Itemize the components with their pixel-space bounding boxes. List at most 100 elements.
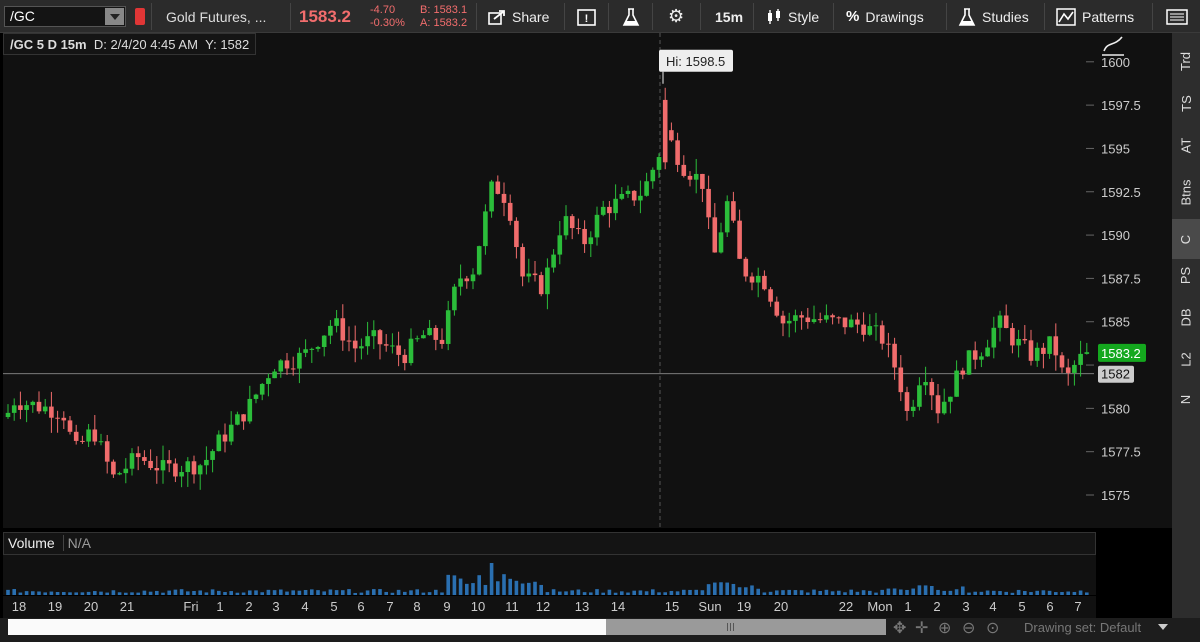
volume-bar: [520, 583, 525, 595]
side-tab-ts[interactable]: TS: [1172, 83, 1200, 123]
volume-bar: [675, 591, 680, 595]
candle-body: [514, 220, 519, 248]
volume-pane[interactable]: [3, 555, 1096, 595]
candle-body: [1041, 347, 1046, 354]
volume-bar: [911, 588, 915, 595]
flask-icon: [622, 7, 640, 26]
volume-bar: [694, 589, 698, 595]
side-tab-at[interactable]: AT: [1172, 125, 1200, 165]
candle-body: [966, 350, 972, 375]
change-value: -4.70: [370, 4, 396, 16]
settings-button[interactable]: ⚙: [668, 0, 684, 33]
crosshair-icon[interactable]: ✥: [893, 620, 907, 637]
chevron-down-icon[interactable]: [105, 8, 124, 25]
volume-bar: [328, 589, 333, 595]
candle-body: [445, 310, 451, 344]
candle-body: [917, 385, 922, 407]
volume-bar: [483, 584, 488, 595]
style-button[interactable]: Style: [766, 0, 819, 33]
candle-body: [786, 320, 792, 324]
volume-bar: [74, 592, 78, 595]
volume-bar: [291, 590, 295, 595]
y-tick-label: 1577.5: [1101, 445, 1141, 460]
volume-bar: [917, 585, 922, 595]
volume-bar: [1041, 590, 1046, 595]
candle-body: [247, 398, 253, 422]
candlestick-chart[interactable]: Hi: 1598.5: [3, 33, 1096, 528]
volume-bar: [793, 590, 798, 595]
volume-bar: [527, 582, 531, 595]
zoom-out-icon[interactable]: ⊖: [962, 620, 976, 637]
zoom-in-icon[interactable]: ⊕: [938, 620, 952, 637]
studies-button[interactable]: Studies: [958, 0, 1029, 33]
volume-bar: [762, 592, 767, 595]
scrollbar-thumb[interactable]: [606, 619, 886, 635]
volume-bar: [322, 591, 326, 595]
volume-bar: [613, 592, 618, 595]
flask-icon: [958, 7, 976, 26]
patterns-button[interactable]: Patterns: [1056, 0, 1134, 33]
side-tab-n[interactable]: N: [1172, 379, 1200, 419]
date-tick-label: 3: [272, 599, 279, 614]
side-tab-l2[interactable]: L2: [1172, 339, 1200, 379]
volume-bar: [818, 590, 822, 595]
volume-bar: [266, 589, 271, 595]
volume-bar: [93, 591, 97, 595]
side-tab-trd[interactable]: Trd: [1172, 41, 1200, 81]
volume-bar: [663, 592, 667, 595]
side-tab-ps[interactable]: PS: [1172, 255, 1200, 295]
share-icon: [488, 9, 505, 25]
symbol-value: /GC: [10, 8, 35, 24]
volume-bar: [886, 588, 891, 595]
symbol-selector[interactable]: /GC: [4, 6, 126, 27]
volume-bar: [638, 590, 643, 595]
volume-bar: [737, 587, 742, 595]
alerts-button[interactable]: !: [577, 0, 597, 33]
date-tick-label: 11: [505, 599, 519, 614]
chevron-down-icon[interactable]: [1158, 624, 1168, 630]
volume-bar: [303, 589, 308, 595]
date-tick-label: 8: [413, 599, 420, 614]
date-tick-label: 4: [989, 599, 996, 614]
y-tick-label: 1587.5: [1101, 271, 1141, 286]
side-tab-db[interactable]: DB: [1172, 297, 1200, 337]
drawings-button[interactable]: % Drawings: [846, 0, 924, 33]
volume-bar: [105, 592, 109, 595]
date-tick-label: 6: [1046, 599, 1053, 614]
alert-flag-icon[interactable]: [135, 8, 145, 25]
magnet-icon[interactable]: ⊙: [986, 620, 1000, 637]
volume-bar: [781, 590, 785, 595]
drawing-set-selector[interactable]: Drawing set: Default: [1024, 620, 1142, 635]
price-axis[interactable]: 1600 1597.5 1595 1592.5 1590 1587.5 1585 1580 15…: [1096, 33, 1172, 528]
candle-body: [1059, 355, 1065, 368]
lab-button[interactable]: [622, 0, 640, 33]
price-chart[interactable]: Hi: 1598.5: [3, 33, 1096, 528]
volume-bar: [545, 592, 550, 595]
menu-icon: [1166, 8, 1188, 25]
side-tab-btns[interactable]: Btns: [1172, 172, 1200, 212]
candle-body: [216, 434, 222, 452]
volume-bar: [582, 592, 587, 595]
timeframe-selector[interactable]: 15m: [715, 8, 744, 25]
candle-body: [458, 278, 463, 287]
candle-body: [762, 275, 767, 290]
candle-body: [886, 343, 891, 345]
candle-body: [607, 206, 612, 214]
volume-bar: [1054, 592, 1058, 595]
scrollbar-grip[interactable]: [727, 623, 735, 631]
volume-bar: [86, 591, 91, 595]
share-label: Share: [512, 8, 550, 25]
volume-bar: [812, 589, 816, 595]
candle-body: [142, 457, 147, 461]
date-tick-label: 3: [962, 599, 969, 614]
share-button[interactable]: Share: [488, 0, 549, 33]
chart-title: /GC 5 D 15m: [10, 37, 87, 52]
pan-icon[interactable]: ✛: [915, 620, 929, 637]
volume-bar: [961, 586, 965, 595]
side-tab-c[interactable]: C: [1172, 219, 1200, 259]
window-menu-button[interactable]: [1166, 0, 1188, 33]
volume-bar: [868, 590, 872, 595]
y-tick-label: 1595: [1101, 141, 1130, 156]
candle-body: [439, 339, 445, 344]
volume-bar: [923, 585, 928, 595]
